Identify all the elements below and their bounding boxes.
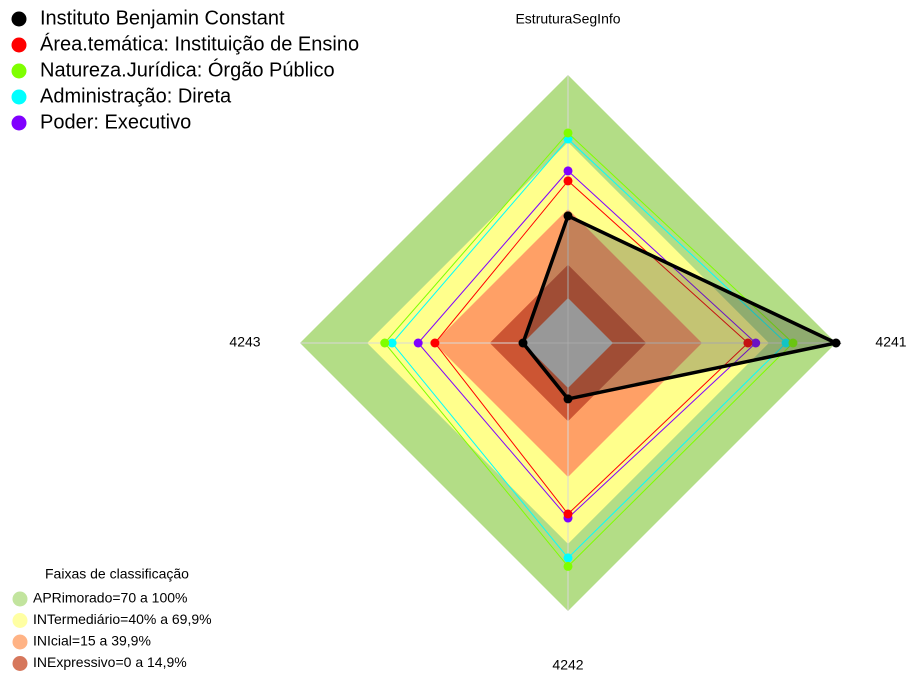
legend-label: Poder: Executivo — [40, 111, 191, 133]
legend-label: Instituto Benjamin Constant — [40, 7, 285, 29]
band-legend-marker — [12, 634, 28, 650]
axis-label: 4243 — [229, 334, 260, 350]
legend-label: Administração: Direta — [40, 85, 232, 107]
band-legend-marker — [12, 656, 28, 671]
series-point — [788, 338, 798, 348]
series-point — [563, 394, 573, 404]
band-legend-label: INExpressivo=0 a 14,9% — [33, 654, 187, 670]
series-point — [563, 553, 573, 563]
axis-label: 4242 — [552, 657, 583, 673]
legend-marker — [11, 37, 27, 53]
axis-label: EstruturaSegInfo — [515, 11, 620, 27]
band-legend-label: INIcial=15 a 39,9% — [33, 633, 151, 649]
band-legend-marker — [12, 591, 28, 607]
series-point — [781, 338, 791, 348]
legend-marker — [11, 115, 27, 131]
series-point — [563, 561, 573, 571]
series-point — [387, 338, 397, 348]
band-legend-marker — [12, 613, 28, 628]
series-point — [751, 338, 761, 348]
series-point — [563, 128, 573, 138]
series-point — [563, 509, 573, 519]
series-point — [743, 338, 753, 348]
series-point — [831, 338, 841, 348]
series-point — [563, 166, 573, 176]
bands-legend-title: Faixas de classificação — [45, 566, 189, 582]
band-legend-label: APRimorado=70 a 100% — [33, 590, 188, 606]
band-legend-label: INTermediário=40% a 69,9% — [33, 611, 212, 627]
legend-marker — [11, 63, 27, 79]
series-point — [518, 338, 528, 348]
legend-label: Natureza.Jurídica: Órgão Público — [40, 58, 335, 81]
series-point — [563, 176, 573, 186]
series-point — [413, 338, 423, 348]
axis-label: 4241 — [875, 334, 906, 350]
series-point — [380, 338, 390, 348]
legend-label: Área.temática: Instituição de Ensino — [40, 32, 359, 55]
series-point — [430, 338, 440, 348]
series-point — [563, 211, 573, 221]
legend-marker — [11, 11, 27, 27]
legend-marker — [11, 89, 27, 105]
